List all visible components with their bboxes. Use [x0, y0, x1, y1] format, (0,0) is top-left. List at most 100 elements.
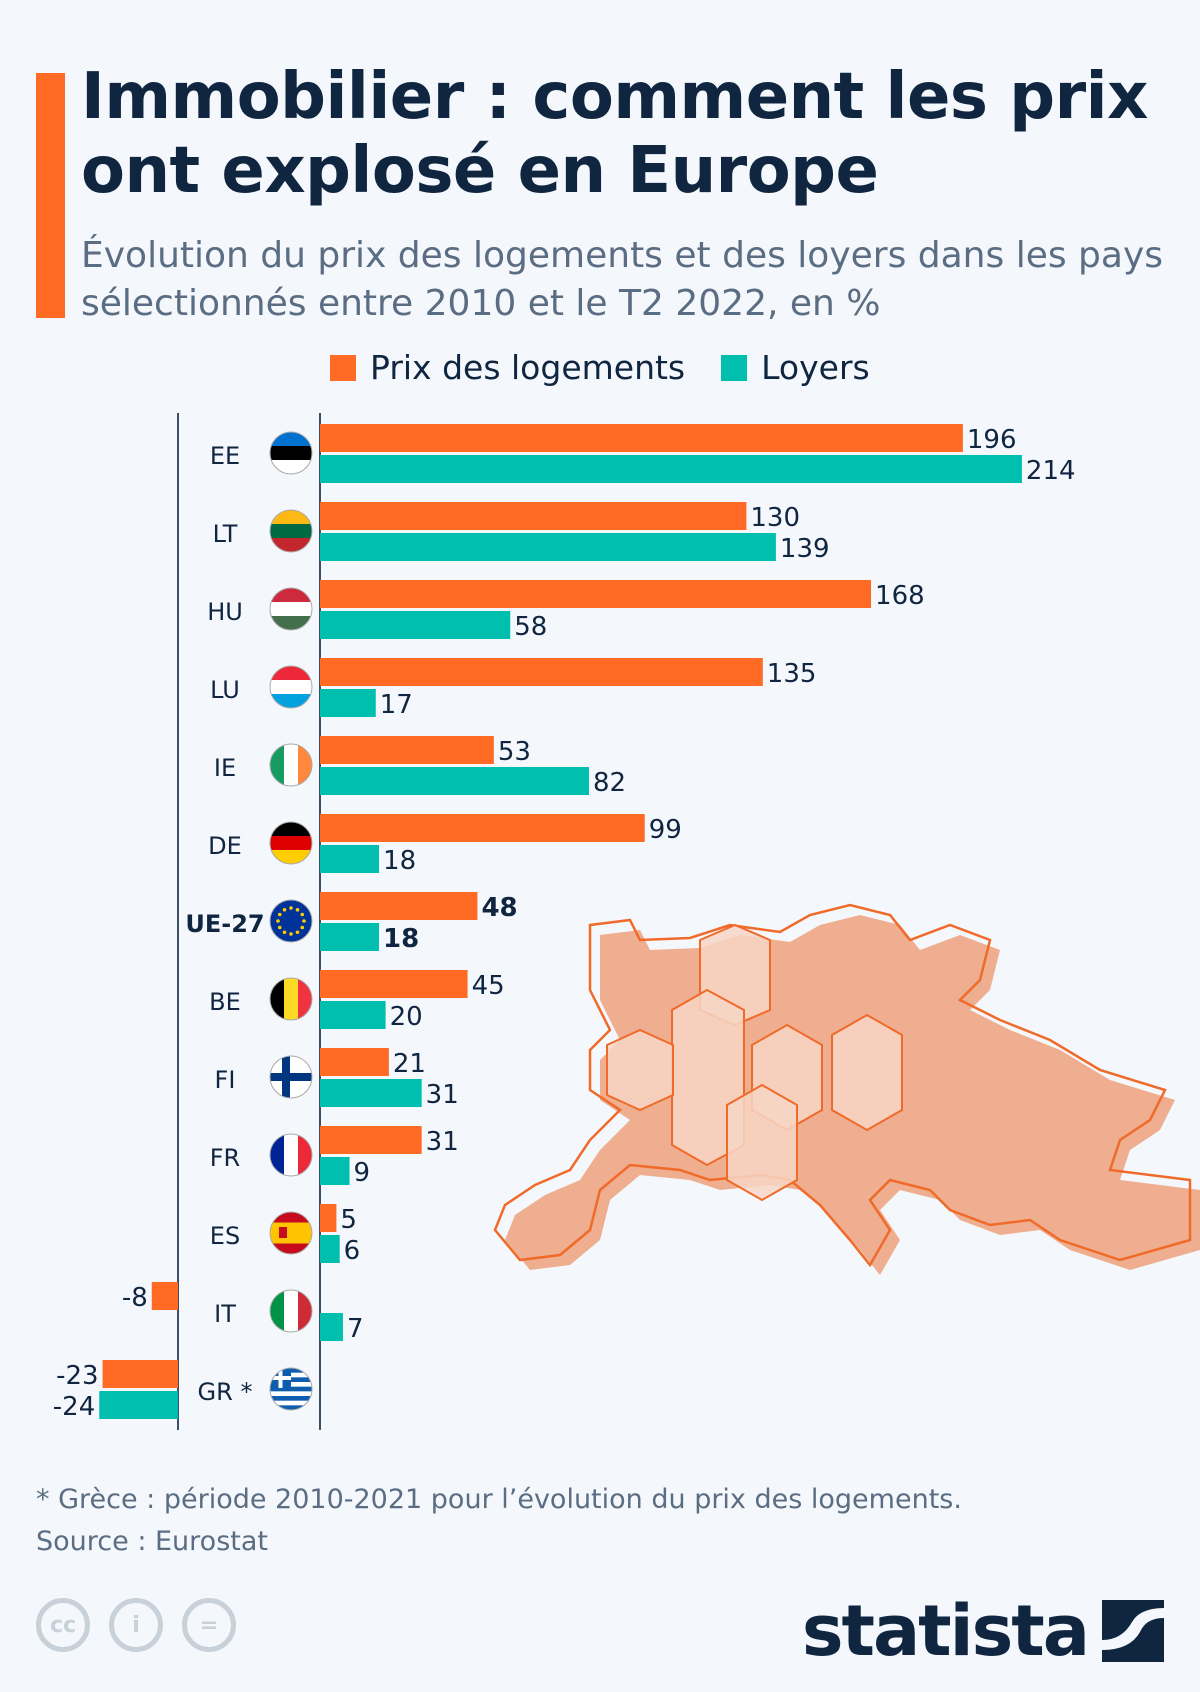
flag-border — [269, 431, 313, 475]
flag-border — [269, 977, 313, 1021]
map-outline — [493, 903, 1192, 1268]
flag-border — [269, 1211, 313, 1255]
value-label: 21 — [393, 1049, 426, 1079]
flag-border — [269, 1367, 313, 1411]
value-label: 17 — [380, 690, 413, 720]
category-label: ES — [210, 1222, 240, 1250]
value-label: 7 — [347, 1314, 364, 1344]
flag-border — [269, 743, 313, 787]
category-label: IT — [214, 1300, 236, 1328]
flag-icon-lu — [270, 666, 312, 708]
legend-item-prix: Prix des logements — [330, 348, 685, 387]
source: Source : Eurostat — [36, 1526, 268, 1557]
value-label: 82 — [593, 768, 626, 798]
no-derivatives-icon: = — [182, 1598, 236, 1652]
value-label: 168 — [875, 581, 925, 611]
page-title: Immobilier : comment les prix ont explos… — [81, 60, 1148, 208]
flag-icon-ue27 — [270, 900, 312, 942]
value-label: 196 — [967, 425, 1017, 455]
title-accent-bar — [36, 73, 65, 318]
value-label: 9 — [354, 1158, 371, 1188]
flag-icon-ie — [270, 744, 312, 786]
flag-icon-fi — [270, 1056, 312, 1098]
bar-loyers-fr — [320, 1157, 350, 1185]
bar-prix-ee — [320, 424, 963, 452]
cc-icon: cc — [36, 1598, 90, 1652]
category-label: EE — [210, 442, 240, 470]
value-label: -23 — [56, 1361, 98, 1391]
category-label: LU — [210, 676, 240, 704]
legend-swatch — [721, 354, 748, 381]
building-block — [606, 1028, 674, 1112]
legend-label: Prix des logements — [370, 348, 686, 387]
bar-prix-ie — [320, 736, 494, 764]
flag-icon-lt — [270, 510, 312, 552]
flag-border — [269, 821, 313, 865]
value-label: 214 — [1026, 456, 1076, 486]
bar-prix-lu — [320, 658, 763, 686]
bar-loyers-ie — [320, 767, 589, 795]
category-label: HU — [207, 598, 243, 626]
value-label: 18 — [383, 846, 416, 876]
value-label: -8 — [122, 1283, 148, 1313]
statista-logo: statista — [802, 1596, 1164, 1666]
bar-prix-lt — [320, 502, 747, 530]
category-label: IE — [214, 754, 236, 782]
value-label: 130 — [750, 503, 800, 533]
category-label: DE — [208, 832, 242, 860]
value-label: 5 — [340, 1205, 357, 1235]
bar-loyers-lt — [320, 533, 776, 561]
category-label: LT — [213, 520, 238, 548]
flag-icon-hu — [270, 588, 312, 630]
category-label: GR * — [198, 1378, 253, 1406]
category-label: FR — [210, 1144, 240, 1172]
bar-loyers-de — [320, 845, 380, 873]
brand-name: statista — [801, 1590, 1090, 1672]
value-label: 18 — [383, 924, 419, 954]
category-label: BE — [209, 988, 241, 1016]
bar-loyers-be — [320, 1001, 386, 1029]
bar-loyers-fi — [320, 1079, 422, 1107]
legend-item-loyers: Loyers — [721, 348, 870, 387]
bar-prix-it — [151, 1282, 178, 1310]
flag-border — [269, 509, 313, 553]
value-label: 31 — [426, 1127, 459, 1157]
statista-logo-icon — [1102, 1600, 1164, 1662]
bar-loyers-ue27 — [320, 923, 380, 951]
flag-icon-be — [270, 978, 312, 1020]
value-label: 31 — [426, 1080, 459, 1110]
bar-prix-es — [320, 1204, 337, 1232]
flag-border — [269, 587, 313, 631]
value-label: 6 — [344, 1236, 361, 1266]
bar-loyers-lu — [320, 689, 376, 717]
value-label: 45 — [472, 971, 505, 1001]
value-label: 139 — [780, 534, 830, 564]
category-label: UE-27 — [185, 910, 264, 938]
value-label: 48 — [481, 893, 517, 923]
bar-prix-fr — [320, 1126, 422, 1154]
bar-loyers-gr — [99, 1391, 178, 1419]
footnote: * Grèce : période 2010-2021 pour l’évolu… — [36, 1484, 962, 1515]
legend: Prix des logements Loyers — [330, 348, 870, 387]
value-label: 135 — [767, 659, 817, 689]
flag-border — [269, 665, 313, 709]
flag-border — [269, 1289, 313, 1333]
bar-loyers-ee — [320, 455, 1022, 483]
flag-icon-fr — [270, 1134, 312, 1176]
flag-icon-ee — [270, 432, 312, 474]
flag-border — [269, 899, 313, 943]
category-label: FI — [215, 1066, 236, 1094]
bar-prix-fi — [320, 1048, 389, 1076]
attribution-icon: i — [109, 1598, 163, 1652]
value-label: -24 — [53, 1392, 95, 1422]
flag-icon-de — [270, 822, 312, 864]
subtitle: Évolution du prix des logements et des l… — [81, 235, 1164, 324]
building-block — [831, 1013, 903, 1132]
bar-prix-be — [320, 970, 468, 998]
value-label: 58 — [514, 612, 547, 642]
value-label: 99 — [649, 815, 682, 845]
flag-icon-gr — [270, 1368, 312, 1410]
legend-label: Loyers — [761, 348, 870, 387]
flag-icon-it — [270, 1290, 312, 1332]
